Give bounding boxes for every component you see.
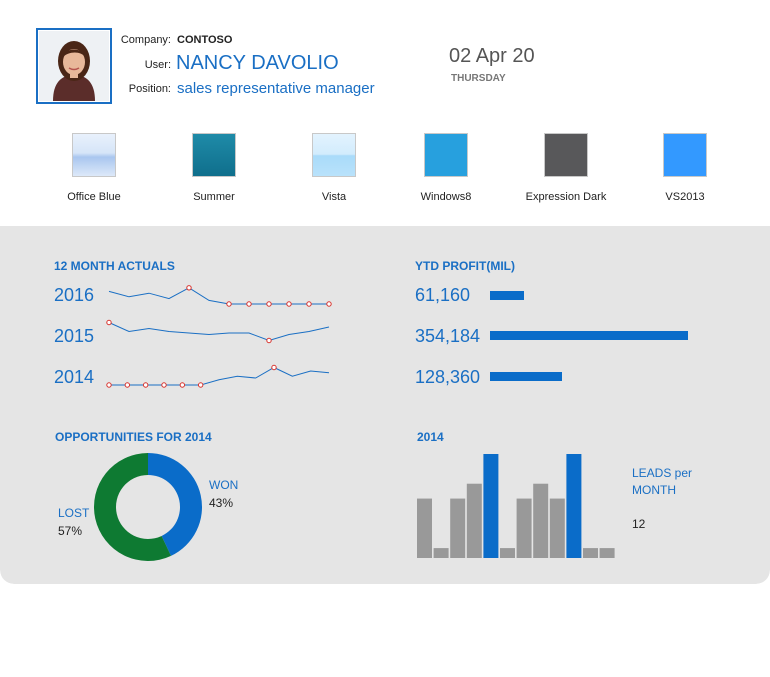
- leads-bar-month-9: [549, 498, 565, 558]
- opportunities-title: OPPORTUNITIES FOR 2014: [55, 430, 212, 444]
- leads-bar-month-8: [533, 483, 549, 558]
- sparkline-marker: [161, 382, 167, 388]
- sparkline-marker: [266, 337, 272, 344]
- profit-title: YTD PROFIT(MIL): [415, 259, 515, 273]
- sparkline-marker: [106, 319, 112, 326]
- theme-swatch[interactable]: [192, 133, 236, 177]
- profit-value-2016: 61,160: [415, 285, 471, 305]
- leads-title: 2014: [417, 430, 444, 444]
- sparkline-marker: [142, 382, 149, 388]
- sparkline-marker: [124, 382, 131, 388]
- leads-bar-month-3: [450, 498, 466, 558]
- profit-bar-2016: [490, 291, 524, 300]
- sparkline-marker: [226, 301, 232, 307]
- theme-swatch[interactable]: [424, 133, 468, 177]
- theme-summer[interactable]: Summer: [154, 133, 274, 203]
- theme-windows8[interactable]: Windows8: [386, 133, 506, 203]
- sparkline-marker: [326, 301, 332, 307]
- theme-label: Office Blue: [67, 191, 121, 203]
- company-name: CONTOSO: [177, 34, 233, 46]
- leads-bar-chart: [417, 454, 615, 558]
- kpi-section: [0, 226, 770, 584]
- lost-percent: 57%: [58, 524, 83, 538]
- theme-office-blue[interactable]: Office Blue: [34, 133, 154, 203]
- theme-swatch[interactable]: [312, 133, 356, 177]
- leads-bar-month-1: [417, 498, 432, 558]
- sparkline-marker: [246, 301, 252, 307]
- theme-label: VS2013: [665, 191, 705, 203]
- sparkline-marker: [306, 301, 312, 307]
- profit-bar-2014: [490, 372, 562, 381]
- leads-bar-month-7: [516, 498, 532, 558]
- sparkline-marker: [179, 382, 186, 388]
- profit-bar-2015: [490, 331, 688, 340]
- sparkline-marker: [106, 382, 112, 388]
- sparkline-marker: [286, 301, 292, 307]
- theme-label: Summer: [193, 191, 235, 203]
- year-label-2016: 2016: [54, 285, 95, 305]
- position-label: Position:: [128, 83, 171, 95]
- theme-vista[interactable]: Vista: [274, 133, 394, 203]
- theme-expression-dark[interactable]: Expression Dark: [506, 133, 626, 203]
- opportunities-donut: [94, 453, 202, 561]
- avatar: [36, 28, 112, 104]
- header-section: Company: CONTOSO User: NANCY DAVOLIO Pos…: [0, 0, 770, 226]
- sparkline-2014: [109, 366, 330, 386]
- current-weekday: THURSDAY: [451, 73, 506, 84]
- won-percent: 43%: [209, 496, 234, 510]
- theme-label: Windows8: [420, 191, 472, 203]
- year-label-2014: 2014: [54, 367, 95, 387]
- theme-swatch[interactable]: [544, 133, 588, 177]
- leads-bar-month-11: [583, 548, 598, 558]
- lost-label: LOST: [58, 506, 90, 520]
- leads-bar-month-10: [566, 454, 582, 558]
- profit-value-2014: 128,360: [415, 367, 481, 387]
- leads-value: 12: [632, 517, 646, 531]
- current-date: 02 Apr 20: [449, 45, 535, 67]
- user-name: NANCY DAVOLIO: [176, 52, 339, 74]
- sparkline-marker: [197, 382, 204, 388]
- actuals-title: 12 MONTH ACTUALS: [54, 259, 175, 273]
- position-value: sales representative manager: [177, 80, 375, 97]
- sparkline-marker: [186, 285, 192, 291]
- leads-label: LEADS per MONTH: [632, 466, 693, 497]
- sparkline-marker: [266, 301, 272, 307]
- dashboard-card: Company: CONTOSO User: NANCY DAVOLIO Pos…: [0, 0, 770, 584]
- theme-swatch[interactable]: [72, 133, 116, 177]
- theme-label: Expression Dark: [525, 191, 607, 203]
- theme-swatch[interactable]: [663, 133, 707, 177]
- donut-slice-lost: [94, 453, 171, 561]
- user-label: User:: [144, 59, 171, 71]
- donut-slice-won: [148, 453, 202, 556]
- leads-bar-month-4: [466, 483, 482, 558]
- theme-vs2013[interactable]: VS2013: [625, 133, 745, 203]
- sparkline-marker: [271, 364, 277, 371]
- sparkline-2015: [108, 322, 330, 342]
- theme-label: Vista: [321, 191, 347, 203]
- leads-bar-month-6: [500, 548, 515, 558]
- sparkline-2016: [108, 287, 329, 305]
- leads-bar-month-2: [433, 548, 449, 558]
- profit-value-2015: 354,184: [415, 326, 481, 346]
- company-label: Company:: [120, 34, 171, 46]
- won-label: WON: [209, 478, 239, 492]
- year-label-2015: 2015: [54, 326, 95, 346]
- leads-bar-month-5: [483, 454, 499, 558]
- leads-bar-month-12: [599, 548, 615, 558]
